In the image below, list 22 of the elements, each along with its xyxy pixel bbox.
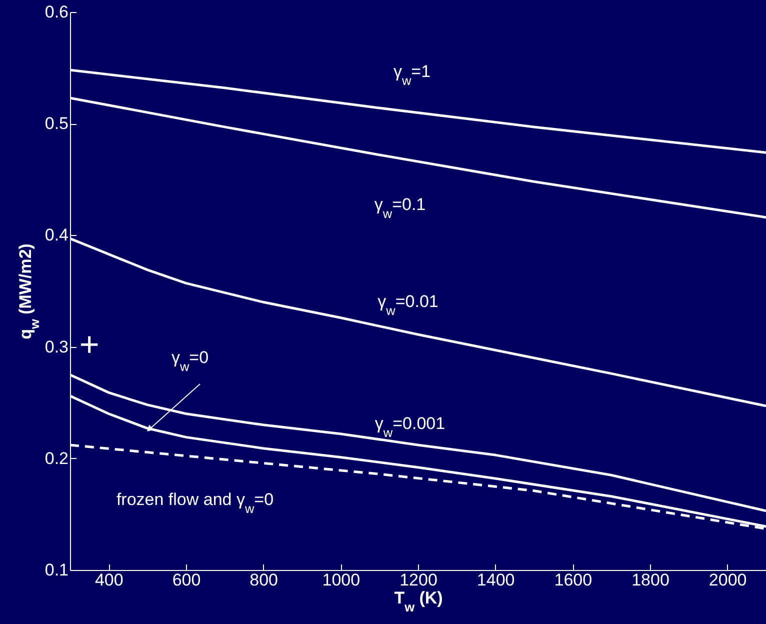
x-tick-label: 600: [172, 570, 201, 590]
x-tick-label: 1200: [400, 570, 438, 590]
x-axis-title: T$_{w}$ (K): [394, 588, 443, 614]
y-tick-label: 0.6: [44, 2, 68, 22]
y-tick-label: 0.2: [44, 448, 68, 468]
annotation: γ$_{w}$=0.1: [374, 195, 426, 220]
x-tick-label: 1400: [476, 570, 515, 590]
x-tick-label: 400: [94, 570, 124, 590]
x-tick-label: 1000: [322, 570, 360, 590]
annotation: γ$_{w}$=0.01: [378, 292, 438, 318]
x-tick-label: 2000: [708, 570, 747, 590]
annotation: γ$_{w}$=1: [393, 62, 431, 88]
x-tick-label: 800: [250, 570, 278, 590]
annotation: γ$_{w}$=0.001: [374, 414, 446, 440]
y-tick-label: 0.4: [44, 226, 68, 245]
y-tick-label: 0.5: [44, 114, 68, 134]
annotation: frozen flow and γ$_{w}$=0: [116, 490, 274, 516]
y-tick-label: 0.1: [44, 560, 68, 580]
x-tick-label: 1800: [632, 570, 670, 590]
annotation: γ$_{w}$=0: [171, 348, 209, 374]
y-tick-label: 0.3: [44, 337, 68, 356]
x-tick-label: 1600: [554, 570, 592, 590]
